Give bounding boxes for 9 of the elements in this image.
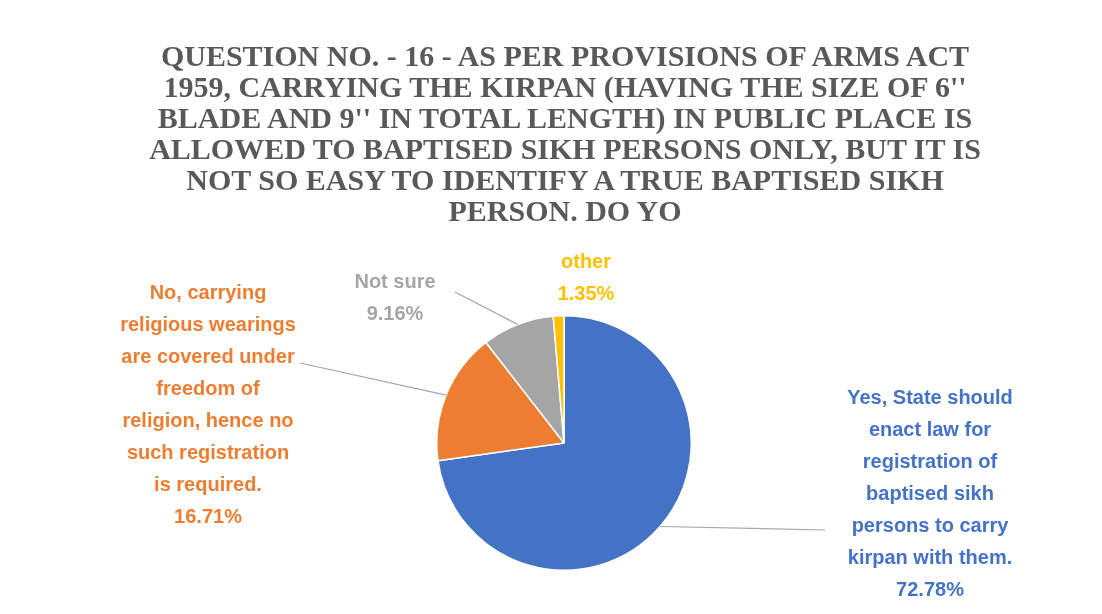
data-label: 16.71% [174, 504, 243, 527]
slice-label: No, carrying religious wearings are covered under freedom of religion, hence no such registration is required. [120, 280, 296, 495]
data-label: 1.35% [557, 281, 615, 304]
slice-label: Yes, State should enact law for registration of baptised sikh persons to carry kirpan with them. [847, 385, 1013, 568]
chart-title: QUESTION NO. - 16 - AS PER PROVISIONS OF ARMS ACT 1959, CARRYING THE KIRPAN (HAVING THE SIZE OF 6'' BLADE AND 9'' IN TOTAL LENGTH) IN PUBLIC PLACE IS ALLOWED TO BAPTISED SIKH PERSONS ONLY, BUT IT IS NOT SO EASY TO IDENTIFY A TRUE BAPTISED SIKH PERSON. DO YO [148, 39, 982, 227]
data-label: 9.16% [366, 301, 424, 324]
slice-label: other [561, 249, 612, 272]
slice-label: Not sure [354, 269, 436, 292]
data-label: 72.78% [896, 577, 965, 600]
